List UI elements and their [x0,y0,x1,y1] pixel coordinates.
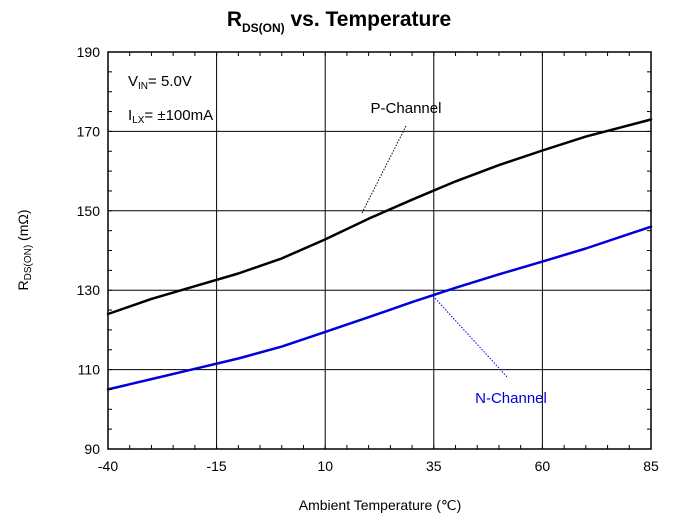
ticks-layer: -40 -15 10 35 60 85 90 110 130 150 170 190 [77,44,659,474]
grid-layer [108,52,651,449]
y-axis-label-sub: DS(ON) [23,245,34,281]
n-channel-series-line [106,225,653,391]
p-channel-label: P-Channel [371,100,442,117]
y-axis-label-rest: (mΩ) [15,209,31,244]
chart-title-rest: vs. Temperature [285,8,452,31]
x-tick-label: -40 [98,458,118,474]
condition-ilx-sub: LX [132,115,145,126]
x-axis-label: Ambient Temperature (℃) [299,497,462,513]
x-tick-label: 10 [317,458,333,474]
y-tick-label: 130 [77,282,101,298]
x-tick-label: 35 [426,458,442,474]
condition-ilx-rest: = ±100mA [144,107,213,124]
series-layer [106,118,653,391]
y-axis-label: RDS(ON) (mΩ) [15,209,34,290]
n-channel-label: N-Channel [475,390,547,407]
condition-vin: VIN= 5.0V [128,73,192,92]
y-tick-label: 190 [77,44,101,60]
chart-title-main: R [227,8,242,31]
condition-ilx-main: I [128,107,132,124]
chart-title: RDS(ON) vs. Temperature [227,8,451,35]
x-tick-label: 85 [643,458,659,474]
condition-ilx: ILX= ±100mA [128,107,213,126]
y-tick-label: 150 [77,203,101,219]
x-tick-label: -15 [206,458,226,474]
y-tick-label: 170 [77,123,101,139]
p-channel-leader-line [361,125,407,214]
chart-title-sub: DS(ON) [242,21,285,35]
n-channel-leader-line [432,295,509,379]
y-tick-label: 110 [78,362,101,378]
x-tick-label: 60 [535,458,551,474]
condition-vin-rest: = 5.0V [148,73,192,90]
p-channel-series-line [106,118,653,316]
y-axis-label-main: R [15,280,31,290]
condition-vin-main: V [128,73,138,90]
condition-vin-sub: IN [138,81,148,92]
y-tick-label: 90 [84,441,100,457]
